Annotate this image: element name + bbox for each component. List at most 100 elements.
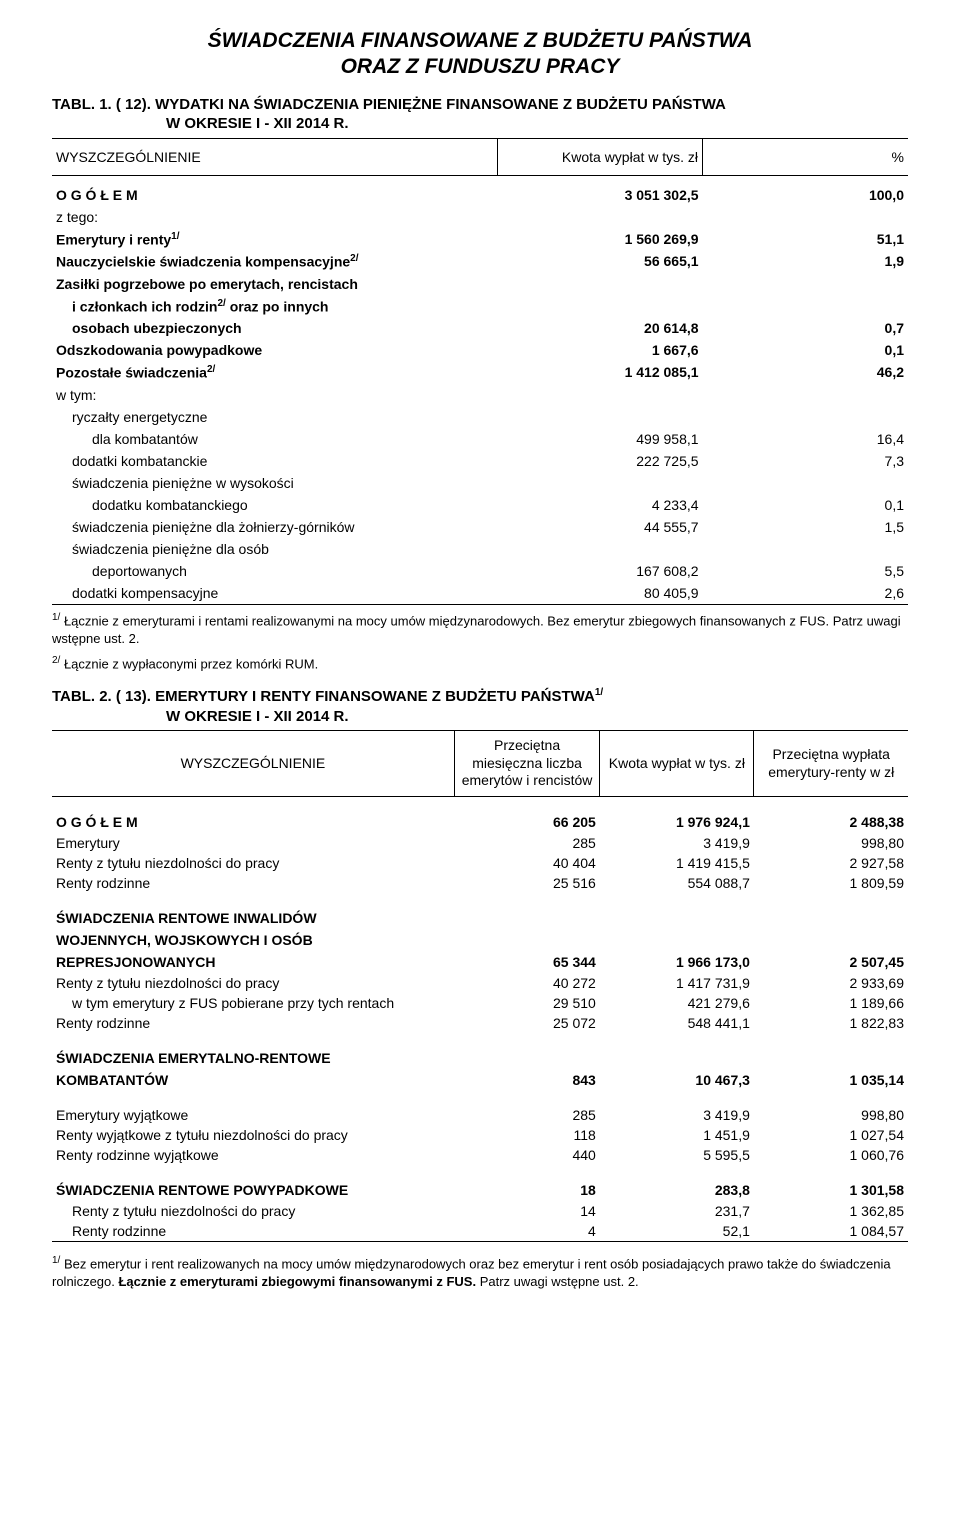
t1-footnote-2: 2/ Łącznie z wypłaconymi przez komórki R…: [52, 654, 908, 673]
t2-em-2: 998,80: [754, 833, 908, 853]
t2-s3-rnzp-2: 1 362,85: [754, 1201, 908, 1221]
t2-row-rnzp: Renty z tytułu niezdolności do pracy 40 …: [52, 853, 908, 873]
t2-s3-rrodz-0: 4: [454, 1221, 600, 1242]
t2-sek1-label2: WOJENNYCH, WOJSKOWYCH I OSÓB: [52, 929, 454, 951]
t1-emrenty-v: 1 560 269,9: [497, 228, 702, 251]
t1-row-zasilki-2: i członkach ich rodzin2/ oraz po innych: [52, 295, 908, 318]
t1-ogolem-label: O G Ó Ł E M: [52, 184, 497, 206]
table2-caption-line1: TABL. 2. ( 13). EMERYTURY I RENTY FINANS…: [52, 688, 595, 705]
t1-row-dodk: dodatki kombatanckie 222 725,5 7,3: [52, 450, 908, 472]
t1-head-col1: WYSZCZEGÓLNIENIE: [52, 138, 497, 175]
t2-sek1-2: 2 507,45: [754, 951, 908, 973]
t1-dep-v: 167 608,2: [497, 560, 702, 582]
t2-row-em: Emerytury 285 3 419,9 998,80: [52, 833, 908, 853]
t1-row-swk-2: dodatku kombatanckiego 4 233,4 0,1: [52, 494, 908, 516]
t2-s3-rrodz-1: 52,1: [600, 1221, 754, 1242]
t1-row-dkomp: dodatki kompensacyjne 80 405,9 2,6: [52, 582, 908, 605]
t1-zasilki-l2a: i członkach ich rodzin: [72, 298, 217, 314]
table1: WYSZCZEGÓLNIENIE Kwota wypłat w tys. zł …: [52, 138, 908, 606]
t2-sek2-l2: KOMBATANTÓW 843 10 467,3 1 035,14: [52, 1069, 908, 1091]
t2-s1-rnzp-l: Renty z tytułu niezdolności do pracy: [52, 973, 454, 993]
t1-ryc-p: 16,4: [703, 428, 908, 450]
t1-dodk-v: 222 725,5: [497, 450, 702, 472]
t2-s3-rrodz-l: Renty rodzinne: [52, 1221, 454, 1242]
t2-ogolem-2: 2 488,38: [754, 811, 908, 833]
t1-row-ryc-1: ryczałty energetyczne: [52, 406, 908, 428]
t1-dkomp-p: 2,6: [703, 582, 908, 605]
t1-row-dep-1: świadczenia pieniężne dla osób: [52, 538, 908, 560]
t2-s1-fus-1: 421 279,6: [600, 993, 754, 1013]
t2-s2-rrw-1: 5 595,5: [600, 1145, 754, 1165]
t1-dodk-p: 7,3: [703, 450, 908, 472]
t2-em-1: 3 419,9: [600, 833, 754, 853]
t2-head-c2: Przeciętna miesięczna liczba emerytów i …: [454, 731, 600, 797]
t2-s1-rrodz-0: 25 072: [454, 1013, 600, 1033]
t1-row-ryc-2: dla kombatantów 499 958,1 16,4: [52, 428, 908, 450]
table1-caption-line2: W OKRESIE I - XII 2014 R.: [52, 114, 349, 134]
table2: WYSZCZEGÓLNIENIE Przeciętna miesięczna l…: [52, 730, 908, 1248]
t2-s1-rnzp-1: 1 417 731,9: [600, 973, 754, 993]
t1-swk-l2: dodatku kombatanckiego: [52, 494, 497, 516]
t1-zasilki-p: 0,7: [703, 317, 908, 339]
t2-head-c3: Kwota wypłat w tys. zł: [600, 731, 754, 797]
table2-caption-sup: 1/: [595, 687, 603, 698]
t2-s1-rnzp: Renty z tytułu niezdolności do pracy 40 …: [52, 973, 908, 993]
t1-footnote-1: 1/ Łącznie z emeryturami i rentami reali…: [52, 611, 908, 647]
t1-ogolem-p: 100,0: [703, 184, 908, 206]
t1-dodk-l: dodatki kombatanckie: [52, 450, 497, 472]
t1-zol-l: świadczenia pieniężne dla żołnierzy-górn…: [52, 516, 497, 538]
t2-sek3-1: 283,8: [600, 1179, 754, 1201]
t2-sek1-l2: WOJENNYCH, WOJSKOWYCH I OSÓB: [52, 929, 908, 951]
t2-rnzp-l: Renty z tytułu niezdolności do pracy: [52, 853, 454, 873]
t2-s2-rw-l: Renty wyjątkowe z tytułu niezdolności do…: [52, 1125, 454, 1145]
t1-head-col3: %: [703, 138, 908, 175]
t2-rrodz-0: 25 516: [454, 873, 600, 893]
t1-ryc-l1: ryczałty energetyczne: [52, 406, 497, 428]
page: ŚWIADCZENIA FINANSOWANE Z BUDŻETU PAŃSTW…: [0, 0, 960, 1330]
t1-row-emrenty: Emerytury i renty1/ 1 560 269,9 51,1: [52, 228, 908, 251]
t1-head-col2: Kwota wypłat w tys. zł: [497, 138, 702, 175]
t1-emrenty-p: 51,1: [703, 228, 908, 251]
t1-poz-label: Pozostałe świadczenia: [56, 365, 207, 381]
t2-s1-rrodz: Renty rodzinne 25 072 548 441,1 1 822,83: [52, 1013, 908, 1033]
t2-sek3-2: 1 301,58: [754, 1179, 908, 1201]
t1-row-ogolem: O G Ó Ł E M 3 051 302,5 100,0: [52, 184, 908, 206]
t2-s1-fus-l: w tym emerytury z FUS pobierane przy tyc…: [52, 993, 454, 1013]
t2-head-c1: WYSZCZEGÓLNIENIE: [52, 731, 454, 797]
table1-caption: TABL. 1. ( 12). WYDATKI NA ŚWIADCZENIA P…: [52, 95, 908, 134]
t2-rnzp-2: 2 927,58: [754, 853, 908, 873]
t1-row-dep-2: deportowanych 167 608,2 5,5: [52, 560, 908, 582]
t1-dep-p: 5,5: [703, 560, 908, 582]
t2-s3-rnzp-1: 231,7: [600, 1201, 754, 1221]
t2-s3-rrodz: Renty rodzinne 4 52,1 1 084,57: [52, 1221, 908, 1242]
t2-s2-rrw-l: Renty rodzinne wyjątkowe: [52, 1145, 454, 1165]
title-line-2: ORAZ Z FUNDUSZU PRACY: [52, 54, 908, 80]
t1-poz-sup: 2/: [207, 364, 215, 375]
t1-ogolem-v: 3 051 302,5: [497, 184, 702, 206]
t1-dep-l2: deportowanych: [52, 560, 497, 582]
t1-row-ztego: z tego:: [52, 206, 908, 228]
t1-dep-l1: świadczenia pieniężne dla osób: [52, 538, 497, 560]
t1-row-poz: Pozostałe świadczenia2/ 1 412 085,1 46,2: [52, 361, 908, 384]
t2-sek2-1: 10 467,3: [600, 1069, 754, 1091]
t2-s1-rrodz-2: 1 822,83: [754, 1013, 908, 1033]
t1-naucz-p: 1,9: [703, 250, 908, 273]
t1-zol-v: 44 555,7: [497, 516, 702, 538]
t2-s2-rrw-2: 1 060,76: [754, 1145, 908, 1165]
t1-row-swk-1: świadczenia pieniężne w wysokości: [52, 472, 908, 494]
t2-s2-rrw: Renty rodzinne wyjątkowe 440 5 595,5 1 0…: [52, 1145, 908, 1165]
t2-s1-rnzp-2: 2 933,69: [754, 973, 908, 993]
t1-fn1-text: Łącznie z emeryturami i rentami realizow…: [52, 613, 901, 646]
t2-sek1-0: 65 344: [454, 951, 600, 973]
t2-sek2-label1: ŚWIADCZENIA EMERYTALNO-RENTOWE: [52, 1047, 454, 1069]
t1-row-naucz: Nauczycielskie świadczenia kompensacyjne…: [52, 250, 908, 273]
table2-caption: TABL. 2. ( 13). EMERYTURY I RENTY FINANS…: [52, 686, 908, 726]
t1-fn2-text: Łącznie z wypłaconymi przez komórki RUM.: [60, 656, 318, 671]
t2-em-0: 285: [454, 833, 600, 853]
t2-s3-rnzp: Renty z tytułu niezdolności do pracy 14 …: [52, 1201, 908, 1221]
table1-caption-line1: TABL. 1. ( 12). WYDATKI NA ŚWIADCZENIA P…: [52, 96, 726, 113]
t1-ztego: z tego:: [52, 206, 497, 228]
t1-ryc-v: 499 958,1: [497, 428, 702, 450]
t2-sek3: ŚWIADCZENIA RENTOWE POWYPADKOWE 18 283,8…: [52, 1179, 908, 1201]
t2-sek1-label1: ŚWIADCZENIA RENTOWE INWALIDÓW: [52, 907, 454, 929]
